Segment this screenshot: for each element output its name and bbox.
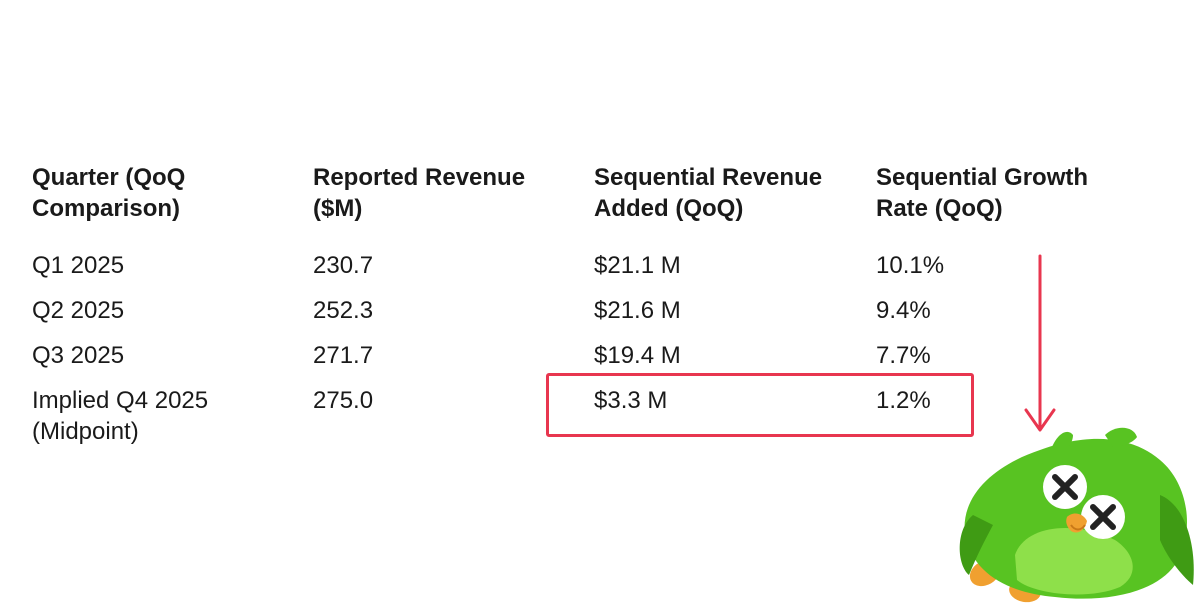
header-revenue-line2: ($M) <box>313 195 363 222</box>
table-row-q4-revenue: 275.0 <box>313 387 374 414</box>
table-row-q1-quarter: Q1 2025 <box>32 252 125 279</box>
table-row-q1-added: $21.1 M <box>594 252 681 279</box>
table-row-q4-quarter-line2: (Midpoint) <box>32 418 139 445</box>
header-growth-line1: Sequential Growth <box>876 164 1089 191</box>
header-quarter-line1: Quarter (QoQ <box>32 164 186 191</box>
table-row-q2-added: $21.6 M <box>594 297 681 324</box>
header-growth-line2: Rate (QoQ) <box>876 195 1003 222</box>
down-arrow-icon <box>1024 254 1056 432</box>
header-added-line2: Added (QoQ) <box>594 195 744 222</box>
table-row-q1-growth: 10.1% <box>876 252 945 279</box>
table-row-q2-growth: 9.4% <box>876 297 931 324</box>
table-row-q3-revenue: 271.7 <box>313 342 374 369</box>
header-growth: Sequential Growth Rate (QoQ) <box>876 162 1088 224</box>
header-revenue: Reported Revenue ($M) <box>313 162 525 224</box>
table-row-q3-quarter: Q3 2025 <box>32 342 125 369</box>
table-row-q1-revenue: 230.7 <box>313 252 374 279</box>
header-quarter-line2: Comparison) <box>32 195 181 222</box>
header-added-line1: Sequential Revenue <box>594 164 823 191</box>
table-row-q4-growth: 1.2% <box>876 387 931 414</box>
table-row-q2-revenue: 252.3 <box>313 297 374 324</box>
header-quarter: Quarter (QoQ Comparison) <box>32 162 185 224</box>
green-owl-mascot-icon <box>959 427 1194 603</box>
table-row-q4-quarter: Implied Q4 2025 (Midpoint) <box>32 385 208 447</box>
header-added: Sequential Revenue Added (QoQ) <box>594 162 822 224</box>
table-row-q4-added: $3.3 M <box>594 387 668 414</box>
table-row-q2-quarter: Q2 2025 <box>32 297 125 324</box>
table-row-q4-quarter-line1: Implied Q4 2025 <box>32 387 209 414</box>
table-row-q3-growth: 7.7% <box>876 342 931 369</box>
table-row-q3-added: $19.4 M <box>594 342 681 369</box>
header-revenue-line1: Reported Revenue <box>313 164 526 191</box>
q4-highlight-box <box>546 373 974 437</box>
